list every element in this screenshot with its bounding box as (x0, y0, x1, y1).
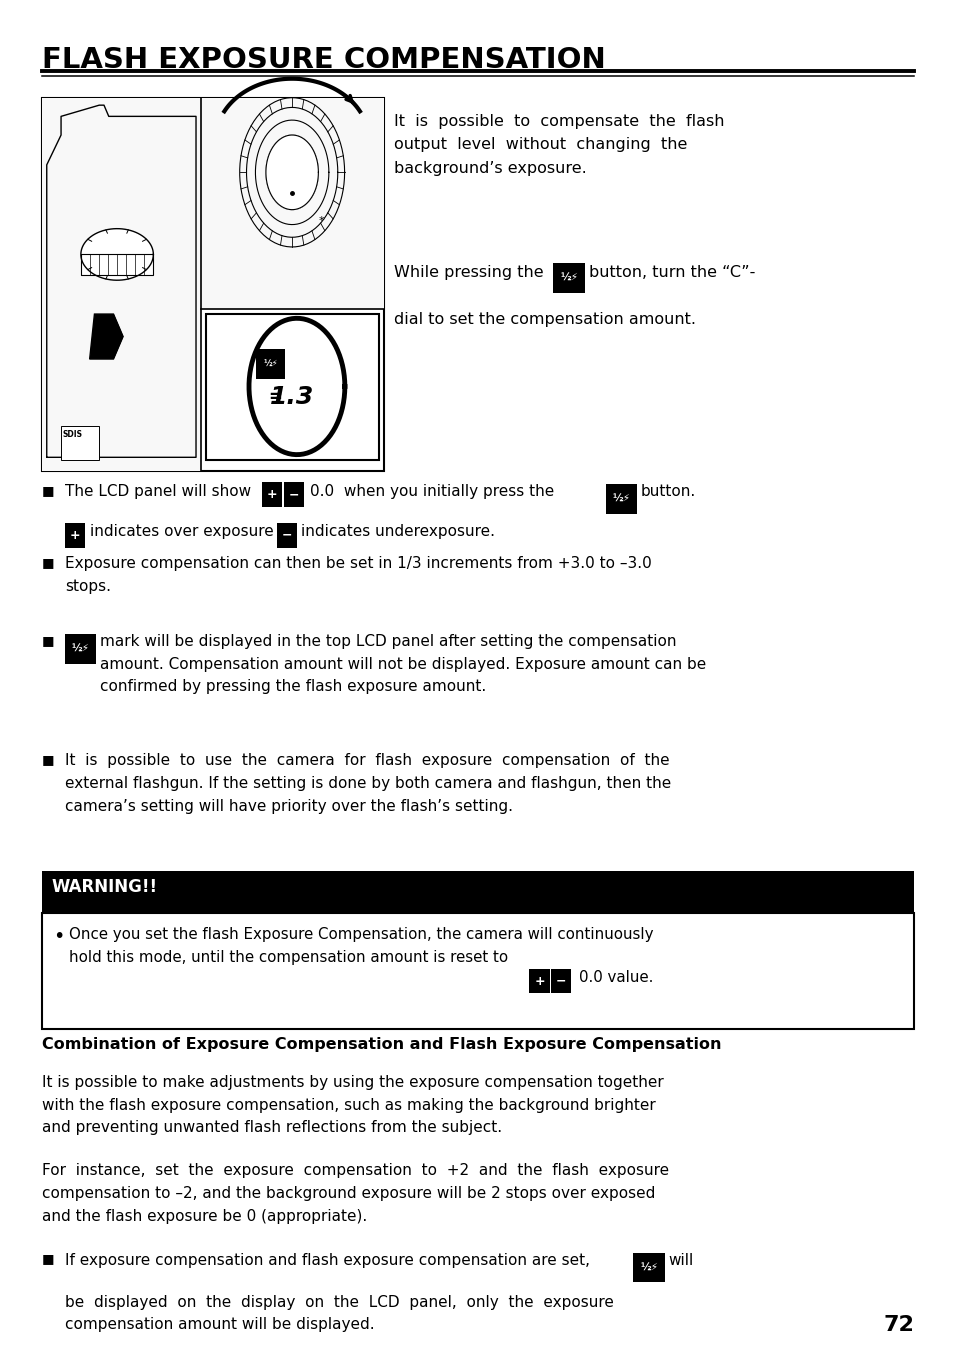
Bar (276, 524, 296, 548)
Bar (200, 98, 383, 308)
Bar (65, 524, 85, 548)
Text: ½⚡: ½⚡ (263, 360, 277, 368)
Text: ■: ■ (42, 556, 54, 570)
Text: indicates over exposure: indicates over exposure (90, 525, 274, 540)
Text: +: + (70, 529, 80, 541)
Text: ■: ■ (42, 634, 54, 647)
Text: It  is  possible  to  use  the  camera  for  flash  exposure  compensation  of  : It is possible to use the camera for fla… (65, 753, 670, 814)
Bar (205, 313, 378, 460)
Text: ■: ■ (42, 753, 54, 767)
Text: ½⚡: ½⚡ (71, 643, 90, 654)
Text: −: − (289, 489, 299, 501)
Text: 1.3: 1.3 (270, 384, 314, 408)
Bar (42, 98, 200, 471)
Text: SDIS: SDIS (63, 430, 83, 440)
Bar (42, 871, 913, 913)
Bar (551, 969, 571, 993)
Text: •: • (53, 927, 65, 946)
Text: ½⚡: ½⚡ (559, 273, 578, 284)
Bar (605, 484, 637, 514)
Text: If exposure compensation and flash exposure compensation are set,: If exposure compensation and flash expos… (65, 1253, 589, 1267)
Polygon shape (90, 313, 123, 358)
Text: −: − (556, 974, 566, 988)
Bar (81, 255, 153, 275)
Text: Exposure compensation can then be set in 1/3 increments from +3.0 to –3.0
stops.: Exposure compensation can then be set in… (65, 556, 651, 594)
Bar (42, 98, 383, 471)
Text: mark will be displayed in the top LCD panel after setting the compensation
amoun: mark will be displayed in the top LCD pa… (100, 634, 705, 695)
Text: be  displayed  on  the  display  on  the  LCD  panel,  only  the  exposure
compe: be displayed on the display on the LCD p… (65, 1295, 613, 1333)
Text: +: + (267, 489, 277, 501)
Text: It is possible to make adjustments by using the exposure compensation together
w: It is possible to make adjustments by us… (42, 1075, 663, 1136)
Bar (529, 969, 549, 993)
Text: FLASH EXPOSURE COMPENSATION: FLASH EXPOSURE COMPENSATION (42, 46, 605, 75)
Text: While pressing the: While pressing the (394, 265, 543, 280)
Bar (284, 483, 304, 508)
Text: For  instance,  set  the  exposure  compensation  to  +2  and  the  flash  expos: For instance, set the exposure compensat… (42, 1163, 668, 1224)
Bar (262, 483, 282, 508)
Text: ½⚡: ½⚡ (612, 494, 630, 503)
Text: dial to set the compensation amount.: dial to set the compensation amount. (394, 312, 696, 327)
Text: It  is  possible  to  compensate  the  flash
output  level  without  changing  t: It is possible to compensate the flash o… (394, 114, 723, 176)
Text: 0.0 value.: 0.0 value. (578, 970, 653, 985)
Text: Combination of Exposure Compensation and Flash Exposure Compensation: Combination of Exposure Compensation and… (42, 1037, 720, 1052)
Text: 0.0  when you initially press the: 0.0 when you initially press the (310, 484, 554, 499)
Text: *: * (318, 216, 323, 225)
Polygon shape (266, 136, 318, 209)
Text: indicates underexposure.: indicates underexposure. (301, 525, 495, 540)
Text: ■: ■ (42, 1253, 54, 1266)
Text: Once you set the flash Exposure Compensation, the camera will continuously
hold : Once you set the flash Exposure Compensa… (69, 927, 653, 965)
Text: The LCD panel will show: The LCD panel will show (65, 484, 251, 499)
Text: 72: 72 (882, 1315, 913, 1335)
Text: ½⚡: ½⚡ (639, 1262, 658, 1273)
Bar (65, 634, 96, 664)
Bar (42, 913, 913, 1029)
Text: ■: ■ (42, 484, 54, 497)
Text: =: = (268, 388, 282, 406)
Text: +: + (534, 974, 544, 988)
Text: button, turn the “C”-: button, turn the “C”- (588, 265, 754, 280)
Polygon shape (81, 229, 153, 280)
Text: will: will (668, 1253, 693, 1267)
Text: button.: button. (640, 484, 696, 499)
Text: −: − (281, 529, 292, 541)
Bar (633, 1253, 664, 1282)
Bar (553, 263, 584, 293)
Text: WARNING!!: WARNING!! (51, 878, 157, 896)
Bar (256, 349, 285, 379)
Bar (61, 426, 99, 460)
